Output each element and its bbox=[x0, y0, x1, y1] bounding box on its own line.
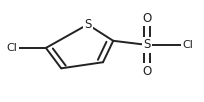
Text: Cl: Cl bbox=[182, 40, 193, 50]
Text: S: S bbox=[84, 18, 91, 31]
Text: S: S bbox=[143, 38, 151, 51]
Text: O: O bbox=[142, 65, 152, 78]
Text: O: O bbox=[142, 12, 152, 25]
Text: Cl: Cl bbox=[7, 43, 18, 53]
